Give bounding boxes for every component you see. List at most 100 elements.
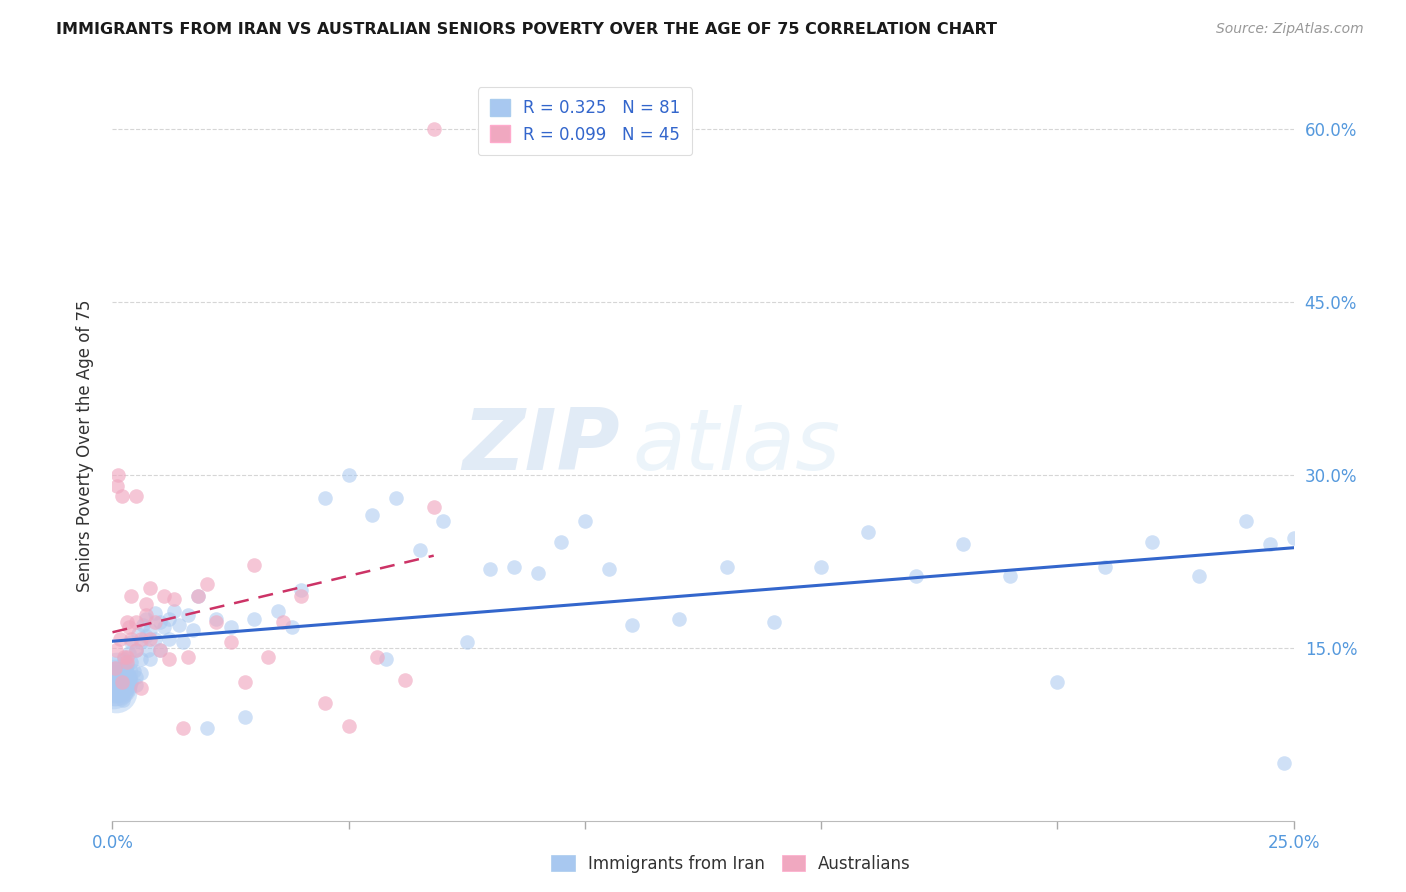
Point — [422, 122, 444, 136]
Point — [172, 722, 194, 736]
Point — [621, 617, 644, 632]
Point — [394, 673, 416, 687]
Point — [1258, 537, 1281, 551]
Point — [129, 666, 152, 681]
Point — [120, 589, 142, 603]
Point — [135, 608, 157, 623]
Point — [118, 620, 141, 634]
Point — [115, 658, 138, 673]
Point — [135, 629, 157, 643]
Point — [177, 649, 200, 664]
Point — [186, 589, 208, 603]
Point — [103, 675, 125, 690]
Point — [598, 562, 620, 576]
Point — [574, 514, 596, 528]
Point — [219, 620, 242, 634]
Point — [810, 560, 832, 574]
Point — [904, 569, 927, 583]
Point — [139, 581, 162, 595]
Point — [127, 627, 149, 641]
Point — [105, 675, 128, 690]
Point — [186, 589, 208, 603]
Point — [157, 632, 180, 646]
Point — [104, 673, 127, 687]
Point — [111, 678, 134, 692]
Point — [108, 632, 131, 646]
Point — [125, 678, 148, 692]
Point — [111, 664, 134, 678]
Point — [120, 635, 142, 649]
Point — [132, 617, 155, 632]
Point — [115, 655, 138, 669]
Point — [366, 649, 388, 664]
Point — [314, 696, 336, 710]
Point — [432, 514, 454, 528]
Point — [163, 604, 186, 618]
Point — [385, 491, 408, 505]
Point — [1272, 756, 1295, 770]
Point — [1140, 534, 1163, 549]
Point — [172, 635, 194, 649]
Point — [143, 606, 166, 620]
Point — [243, 612, 266, 626]
Point — [103, 681, 125, 695]
Point — [125, 643, 148, 657]
Point — [157, 652, 180, 666]
Point — [115, 649, 138, 664]
Point — [375, 652, 398, 666]
Point — [290, 589, 312, 603]
Point — [290, 583, 312, 598]
Point — [143, 632, 166, 646]
Point — [125, 615, 148, 630]
Point — [181, 624, 204, 638]
Text: Source: ZipAtlas.com: Source: ZipAtlas.com — [1216, 22, 1364, 37]
Point — [998, 569, 1021, 583]
Point — [1282, 531, 1305, 545]
Point — [103, 678, 125, 692]
Point — [111, 489, 134, 503]
Point — [1188, 569, 1211, 583]
Point — [149, 643, 172, 657]
Point — [668, 612, 690, 626]
Point — [337, 467, 360, 482]
Point — [120, 632, 142, 646]
Text: ZIP: ZIP — [463, 404, 620, 488]
Text: IMMIGRANTS FROM IRAN VS AUSTRALIAN SENIORS POVERTY OVER THE AGE OF 75 CORRELATIO: IMMIGRANTS FROM IRAN VS AUSTRALIAN SENIO… — [56, 22, 997, 37]
Point — [143, 615, 166, 630]
Point — [115, 681, 138, 695]
Point — [104, 678, 127, 692]
Point — [314, 491, 336, 505]
Point — [149, 643, 172, 657]
Legend: R = 0.325   N = 81, R = 0.099   N = 45: R = 0.325 N = 81, R = 0.099 N = 45 — [478, 87, 692, 155]
Point — [139, 624, 162, 638]
Point — [149, 615, 172, 630]
Point — [550, 534, 572, 549]
Point — [112, 652, 135, 666]
Point — [205, 612, 228, 626]
Point — [422, 500, 444, 514]
Y-axis label: Seniors Poverty Over the Age of 75: Seniors Poverty Over the Age of 75 — [76, 300, 94, 592]
Point — [104, 661, 127, 675]
Point — [135, 597, 157, 611]
Point — [858, 525, 880, 540]
Point — [205, 615, 228, 630]
Point — [177, 608, 200, 623]
Point — [271, 615, 294, 630]
Point — [104, 669, 127, 683]
Point — [503, 560, 526, 574]
Point — [281, 620, 304, 634]
Point — [125, 669, 148, 683]
Point — [479, 562, 502, 576]
Legend: Immigrants from Iran, Australians: Immigrants from Iran, Australians — [544, 848, 918, 880]
Point — [361, 508, 384, 523]
Point — [125, 643, 148, 657]
Point — [107, 467, 129, 482]
Point — [233, 710, 256, 724]
Point — [139, 652, 162, 666]
Point — [1094, 560, 1116, 574]
Point — [139, 632, 162, 646]
Point — [118, 647, 141, 661]
Point — [157, 612, 180, 626]
Point — [135, 612, 157, 626]
Point — [195, 722, 218, 736]
